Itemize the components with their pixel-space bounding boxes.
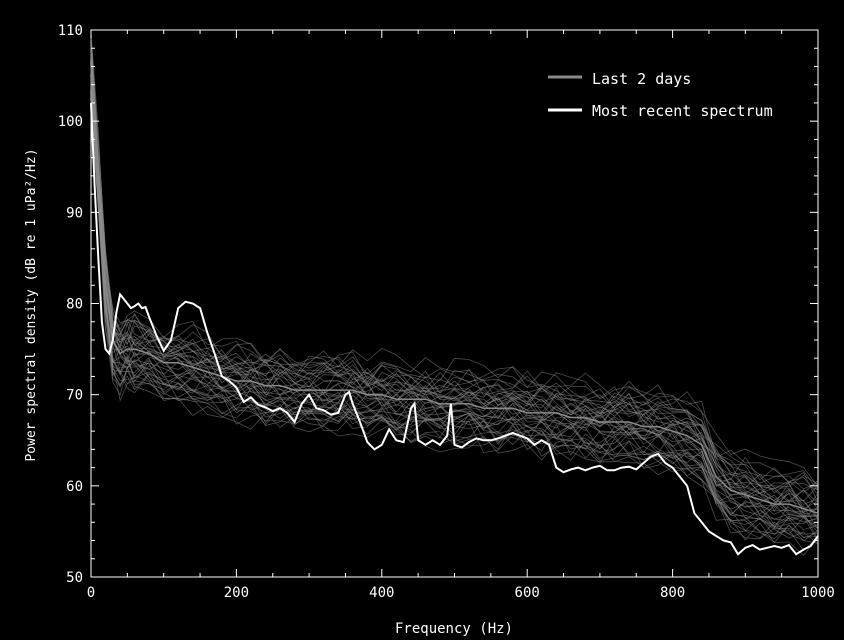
background-spectrum-line: [90, 31, 819, 492]
background-spectrum-line: [90, 69, 819, 528]
y-tick-label: 50: [66, 570, 83, 586]
series-line-most-recent: [90, 102, 819, 556]
background-spectrum-line: [90, 44, 819, 488]
x-tick-label: 200: [224, 585, 249, 601]
background-spectrum-line: [90, 108, 819, 540]
background-spectrum-line: [90, 50, 819, 503]
background-spectrum-line: [90, 77, 819, 535]
x-tick-label: 800: [660, 585, 685, 601]
y-tick-label: 110: [58, 23, 83, 39]
y-tick-label: 60: [66, 479, 83, 495]
legend-label-last-2-days: Last 2 days: [592, 70, 691, 88]
y-tick-label: 80: [66, 297, 83, 313]
x-axis-label: Frequency (Hz): [395, 621, 513, 637]
background-spectrum-line: [90, 69, 819, 514]
background-spectrum-line: [90, 45, 819, 487]
legend: Last 2 days Most recent spectrum: [548, 70, 773, 120]
background-spectrum-line: [90, 77, 819, 521]
x-tick-label: 600: [515, 585, 540, 601]
series-line-last-2-days: [90, 66, 819, 514]
y-tick-label: 70: [66, 388, 83, 404]
x-tick-label: 0: [87, 585, 95, 601]
background-spectrum-line: [90, 65, 819, 518]
background-spectrum-line: [90, 81, 819, 542]
x-tick-label: 1000: [801, 585, 835, 601]
legend-label-most-recent: Most recent spectrum: [592, 102, 773, 120]
background-spectra-layer: [90, 31, 819, 556]
background-spectrum-line: [90, 67, 819, 533]
ticks-layer: 0 200 400 600 800 1000 50 60 70 80 90 100 110: [58, 23, 835, 601]
series-layer: [90, 66, 819, 556]
x-tick-label: 400: [369, 585, 394, 601]
background-spectrum-line: [90, 48, 819, 518]
y-axis-label: Power spectral density (dB re 1 uPa²/Hz): [24, 148, 39, 461]
background-spectrum-line: [90, 94, 819, 551]
y-tick-label: 100: [58, 114, 83, 130]
background-spectrum-line: [90, 82, 819, 526]
background-spectrum-line: [90, 100, 819, 544]
y-tick-label: 90: [66, 205, 83, 221]
background-spectrum-line: [90, 65, 819, 527]
background-spectrum-line: [90, 47, 819, 502]
background-spectrum-line: [90, 55, 819, 490]
background-spectrum-line: [90, 85, 819, 540]
background-spectrum-line: [90, 37, 819, 494]
